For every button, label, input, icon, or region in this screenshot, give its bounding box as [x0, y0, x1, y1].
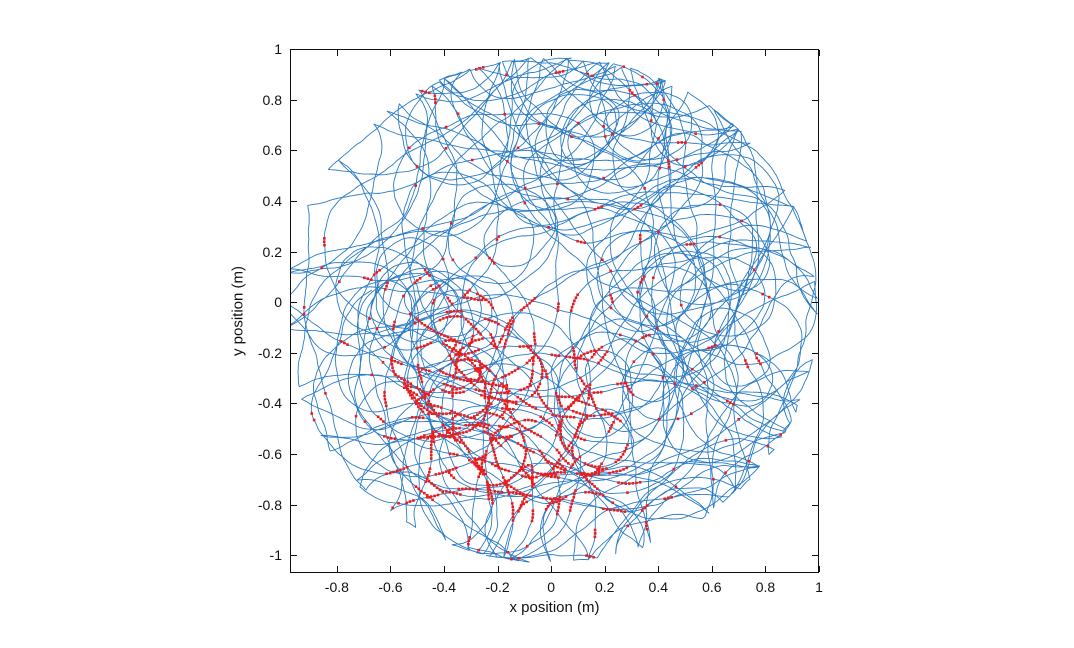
x-tick-label: 1 — [815, 579, 823, 595]
y-axis-label: y position (m) — [229, 265, 247, 357]
y-tick-label: -0.8 — [257, 496, 282, 513]
x-tick-label: -0.6 — [378, 579, 403, 595]
x-tick-label: 0.2 — [594, 579, 615, 595]
y-tick-label: 0 — [274, 294, 282, 311]
y-tick-label: 0.4 — [262, 192, 282, 209]
y-tick-label: 0.2 — [262, 243, 282, 260]
x-axis-label: x position (m) — [509, 599, 600, 616]
x-tick-label: 0.8 — [755, 579, 776, 595]
y-tick-label: -0.6 — [257, 446, 282, 463]
x-tick-label: 0 — [547, 579, 556, 595]
y-tick-label: 1 — [274, 41, 282, 57]
y-tick-label: 0.8 — [262, 91, 282, 108]
x-tick-label: 0.6 — [702, 579, 722, 595]
y-tick-label: -1 — [269, 547, 282, 564]
x-tick-label: -0.4 — [431, 579, 457, 595]
x-tick-label: 0.4 — [648, 579, 669, 595]
y-tick-label: -0.2 — [257, 344, 282, 361]
y-tick-label: 0.6 — [262, 142, 282, 159]
y-tick-label: -0.4 — [257, 395, 282, 412]
x-tick-label: -0.2 — [485, 579, 510, 595]
x-tick-label: -0.8 — [324, 579, 349, 595]
